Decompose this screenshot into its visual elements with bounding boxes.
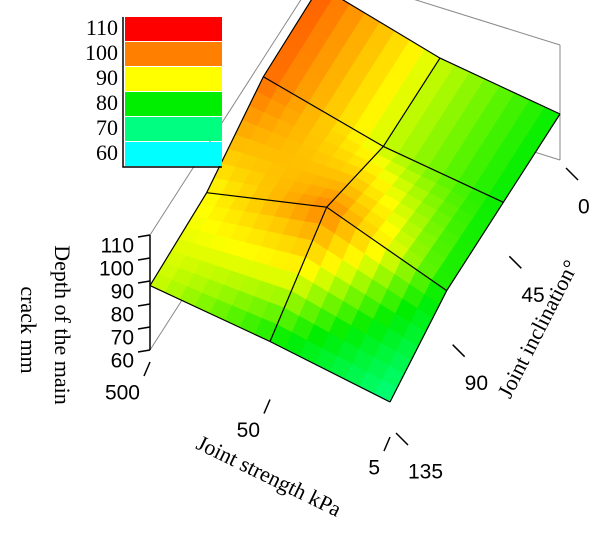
mesh-line bbox=[149, 0, 313, 286]
z-tick-label: 80 bbox=[111, 304, 134, 327]
legend-frame bbox=[122, 17, 222, 168]
legend-label: 80 bbox=[96, 90, 118, 115]
z-tick bbox=[137, 303, 151, 307]
z-tick bbox=[137, 257, 151, 261]
x-tick-label: 500 bbox=[105, 382, 140, 405]
frame-line bbox=[414, 0, 561, 46]
y-tick-label: 0 bbox=[578, 196, 590, 219]
z-tick-label: 70 bbox=[111, 327, 134, 350]
mesh-line bbox=[263, 76, 504, 203]
y-tick-label: 45 bbox=[521, 284, 544, 307]
legend-swatch bbox=[125, 42, 222, 66]
z-tick bbox=[137, 280, 151, 284]
z-tick-label: 100 bbox=[99, 258, 134, 281]
legend-label: 70 bbox=[96, 115, 118, 140]
x-tick-label: 5 bbox=[368, 457, 380, 480]
legend-label: 100 bbox=[85, 40, 118, 65]
legend-label: 110 bbox=[86, 15, 118, 40]
y-tick bbox=[395, 432, 409, 446]
x-tick bbox=[143, 361, 151, 377]
mesh-line bbox=[269, 57, 441, 342]
mesh-line bbox=[206, 192, 448, 292]
legend-label: 90 bbox=[96, 65, 118, 90]
surface bbox=[149, 0, 561, 403]
z-axis-title: Depth of the main bbox=[50, 245, 75, 404]
x-axis-title: Joint strength kPa bbox=[193, 430, 346, 522]
y-tick-label: 90 bbox=[465, 372, 488, 395]
y-axis-title: Joint inclination° bbox=[492, 256, 583, 402]
legend-swatch bbox=[125, 67, 222, 91]
x-tick bbox=[263, 399, 271, 414]
x-tick-label: 50 bbox=[237, 419, 260, 442]
z-tick-label: 90 bbox=[111, 281, 134, 304]
x-tick bbox=[383, 436, 391, 452]
y-tick bbox=[452, 344, 466, 358]
z-tick bbox=[137, 234, 151, 238]
legend-swatch bbox=[125, 92, 222, 116]
z-tick-label: 60 bbox=[111, 350, 134, 373]
frame-line bbox=[149, 0, 302, 236]
mesh-line bbox=[342, 0, 561, 115]
legend-swatch bbox=[125, 117, 222, 141]
mesh-line bbox=[149, 285, 391, 403]
z-axis-title: crack mm bbox=[16, 286, 41, 373]
z-tick bbox=[137, 326, 151, 330]
legend-swatch bbox=[125, 142, 222, 166]
legend-swatch bbox=[125, 17, 222, 41]
y-tick bbox=[565, 167, 579, 181]
mesh-line bbox=[389, 113, 561, 403]
legend-label: 60 bbox=[96, 140, 118, 165]
z-tick-label: 110 bbox=[101, 235, 134, 258]
y-tick-label: 135 bbox=[408, 461, 443, 484]
z-tick bbox=[137, 349, 151, 353]
y-tick bbox=[508, 255, 522, 269]
